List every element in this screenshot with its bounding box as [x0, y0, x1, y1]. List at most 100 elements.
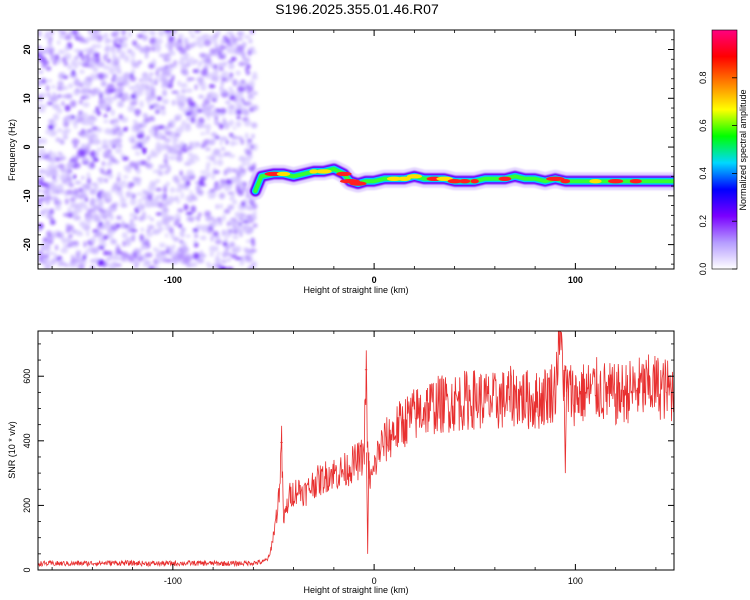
noise-blob	[73, 188, 79, 196]
noise-blob	[197, 212, 202, 217]
noise-blob	[78, 187, 84, 193]
noise-blob	[203, 38, 212, 47]
noise-blob	[129, 212, 136, 218]
noise-blob	[106, 162, 113, 167]
noise-blob	[122, 156, 129, 161]
noise-blob	[86, 172, 91, 180]
noise-blob	[142, 75, 149, 83]
noise-blob	[147, 155, 151, 162]
noise-blob	[68, 234, 73, 239]
noise-blob	[236, 91, 244, 99]
noise-blob	[57, 151, 62, 156]
noise-blob	[215, 204, 219, 210]
ridge-peak	[276, 171, 291, 177]
noise-blob	[199, 250, 203, 256]
noise-blob	[149, 30, 155, 36]
noise-blob	[38, 30, 42, 38]
ridge-peak	[459, 179, 471, 184]
noise-blob	[81, 193, 88, 199]
noise-blob	[219, 108, 227, 114]
noise-blob	[201, 235, 207, 241]
noise-blob	[46, 92, 51, 97]
noise-blob	[179, 184, 185, 190]
noise-blob	[162, 89, 168, 97]
noise-blob	[147, 98, 151, 106]
noise-blob	[137, 203, 142, 211]
noise-blob	[168, 36, 175, 40]
noise-blob	[214, 136, 220, 140]
noise-blob	[219, 203, 223, 209]
noise-blob	[152, 58, 156, 65]
noise-blob	[240, 213, 248, 220]
noise-blob	[140, 227, 145, 232]
noise-blob	[209, 157, 216, 161]
noise-blob	[69, 157, 78, 164]
ridge-peak	[608, 179, 624, 184]
noise-blob	[93, 216, 102, 223]
noise-blob	[58, 34, 65, 39]
noise-blob	[40, 244, 47, 252]
noise-blob	[42, 237, 48, 243]
noise-blob	[134, 264, 138, 269]
noise-blob	[73, 215, 81, 221]
ridge-peak	[560, 179, 571, 184]
noise-blob	[38, 227, 42, 232]
noise-blob	[131, 233, 136, 238]
noise-blob	[198, 189, 203, 196]
noise-blob	[90, 236, 96, 244]
noise-blob	[145, 83, 149, 90]
noise-blob	[126, 240, 132, 246]
ridge-peak	[589, 179, 602, 184]
noise-blob	[146, 229, 151, 233]
noise-blob	[122, 72, 131, 80]
noise-blob	[205, 165, 210, 172]
noise-blob	[237, 174, 241, 182]
noise-blob	[105, 96, 114, 102]
noise-blob	[187, 115, 190, 121]
noise-blob	[120, 197, 127, 205]
noise-blob	[89, 60, 96, 68]
noise-blob	[234, 245, 242, 253]
noise-blob	[80, 95, 87, 100]
noise-blob	[116, 250, 124, 255]
noise-blob	[114, 91, 121, 97]
noise-blob	[218, 55, 226, 60]
noise-blob	[107, 250, 113, 257]
noise-blob	[106, 85, 113, 90]
noise-blob	[160, 76, 168, 83]
noise-blob	[230, 56, 237, 62]
snr-spikes	[280, 331, 567, 554]
noise-blob	[100, 209, 107, 213]
noise-blob	[248, 93, 254, 98]
noise-blob	[167, 146, 174, 154]
noise-blob	[227, 258, 231, 262]
noise-blob	[41, 260, 47, 264]
noise-blob	[108, 129, 114, 135]
noise-blob	[252, 223, 258, 228]
noise-blob	[221, 259, 227, 264]
noise-blob	[69, 201, 77, 208]
noise-blob	[52, 113, 60, 121]
noise-blob	[83, 241, 87, 248]
ridge-peak	[336, 171, 352, 177]
noise-blob	[95, 34, 103, 42]
noise-blob	[61, 94, 69, 99]
noise-blob	[188, 30, 193, 35]
x-tick-label: -100	[164, 275, 182, 285]
noise-blob	[225, 76, 230, 80]
noise-blob	[231, 141, 239, 145]
noise-blob	[63, 117, 68, 122]
noise-blob	[248, 39, 253, 44]
noise-blob	[141, 215, 147, 221]
noise-blob	[94, 204, 101, 211]
noise-blob	[87, 89, 93, 94]
noise-blob	[179, 141, 185, 147]
noise-blob	[147, 215, 151, 219]
noise-blob	[139, 78, 143, 82]
noise-blob	[71, 240, 79, 245]
noise-blob	[245, 149, 252, 156]
noise-blob	[228, 30, 234, 37]
noise-blob	[77, 60, 81, 66]
noise-blob	[250, 237, 255, 245]
noise-blob	[237, 224, 242, 230]
